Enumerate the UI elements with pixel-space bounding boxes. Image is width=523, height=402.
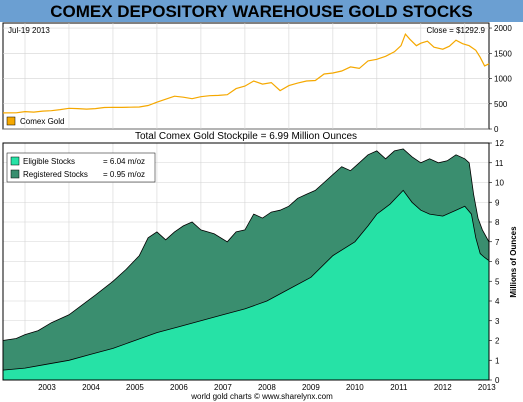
legend-eligible-swatch xyxy=(10,156,20,166)
legend-registered-value: = 0.95 m/oz xyxy=(103,170,145,179)
page-title: COMEX DEPOSITORY WAREHOUSE GOLD STOCKS xyxy=(50,2,473,21)
bottom-y-tick-label: 12 xyxy=(495,139,504,148)
x-tick-label: 2005 xyxy=(126,383,144,392)
x-tick-label: 2008 xyxy=(258,383,276,392)
eligible-stocks-area xyxy=(2,189,490,381)
top-y-axis: 0 500 1000 1500 2000 xyxy=(489,24,512,134)
x-tick-label: 2004 xyxy=(82,383,100,392)
x-tick-label: 2010 xyxy=(346,383,364,392)
bottom-y-tick-label: 6 xyxy=(495,258,500,267)
bottom-y-tick-label: 7 xyxy=(495,238,500,247)
x-tick-label: 2006 xyxy=(170,383,188,392)
legend-eligible-value: = 6.04 m/oz xyxy=(103,157,145,166)
x-tick-label: 2009 xyxy=(302,383,320,392)
bottom-y-tick-label: 3 xyxy=(495,317,500,326)
x-axis: 2003 2004 2005 2006 2007 2008 2009 2010 2011 2012… xyxy=(38,383,496,392)
x-tick-label: 2011 xyxy=(390,383,408,392)
top-plot-background xyxy=(2,22,490,130)
top-y-tick-label: 1500 xyxy=(494,49,512,58)
close-label: Close = $1292.9 xyxy=(427,26,486,35)
bottom-y-tick-label: 1 xyxy=(495,356,500,365)
legend-box xyxy=(6,152,156,183)
x-tick-label: 2007 xyxy=(214,383,232,392)
top-y-tick-label: 2000 xyxy=(494,24,512,33)
top-y-tick-label: 0 xyxy=(494,125,499,134)
legend-registered-swatch xyxy=(10,169,20,179)
bottom-y-tick-label: 9 xyxy=(495,198,500,207)
top-y-tick-label: 1000 xyxy=(494,75,512,84)
bottom-y-tick-label: 11 xyxy=(495,159,504,168)
date-label: Jul-19 2013 xyxy=(8,26,50,35)
gold-price-line xyxy=(2,32,490,114)
bottom-y-tick-label: 0 xyxy=(495,376,500,385)
bottom-y-tick-label: 5 xyxy=(495,277,500,286)
bottom-y-tick-label: 2 xyxy=(495,337,500,346)
legend-eligible-label: Eligible Stocks xyxy=(23,157,75,166)
legend-gold-swatch xyxy=(6,116,16,126)
footer-credit: world gold charts © www.sharelynx.com xyxy=(190,392,333,401)
gold-price-panel: Jul-19 2013 Close = $1292.9 Comex Gold 0… xyxy=(2,22,512,134)
legend-gold: Comex Gold xyxy=(6,116,64,126)
legend-registered-label: Registered Stocks xyxy=(23,170,88,179)
top-grid xyxy=(3,23,489,130)
bottom-y-tick-label: 10 xyxy=(495,179,504,188)
stockpile-legend: Eligible Stocks = 6.04 m/oz Registered S… xyxy=(6,152,156,183)
bottom-y-tick-label: 4 xyxy=(495,297,500,306)
x-tick-label: 2013 xyxy=(478,383,496,392)
y-axis-label: Millions of Ounces xyxy=(509,226,518,298)
x-tick-label: 2012 xyxy=(434,383,452,392)
header-band xyxy=(0,0,523,22)
top-y-tick-label: 500 xyxy=(494,100,508,109)
stockpile-panel: Total Comex Gold Stockpile = 6.99 Millio… xyxy=(2,131,518,392)
bottom-y-tick-label: 8 xyxy=(495,218,500,227)
x-tick-label: 2003 xyxy=(38,383,56,392)
legend-gold-label: Comex Gold xyxy=(20,117,64,126)
stockpile-title: Total Comex Gold Stockpile = 6.99 Millio… xyxy=(135,131,357,142)
